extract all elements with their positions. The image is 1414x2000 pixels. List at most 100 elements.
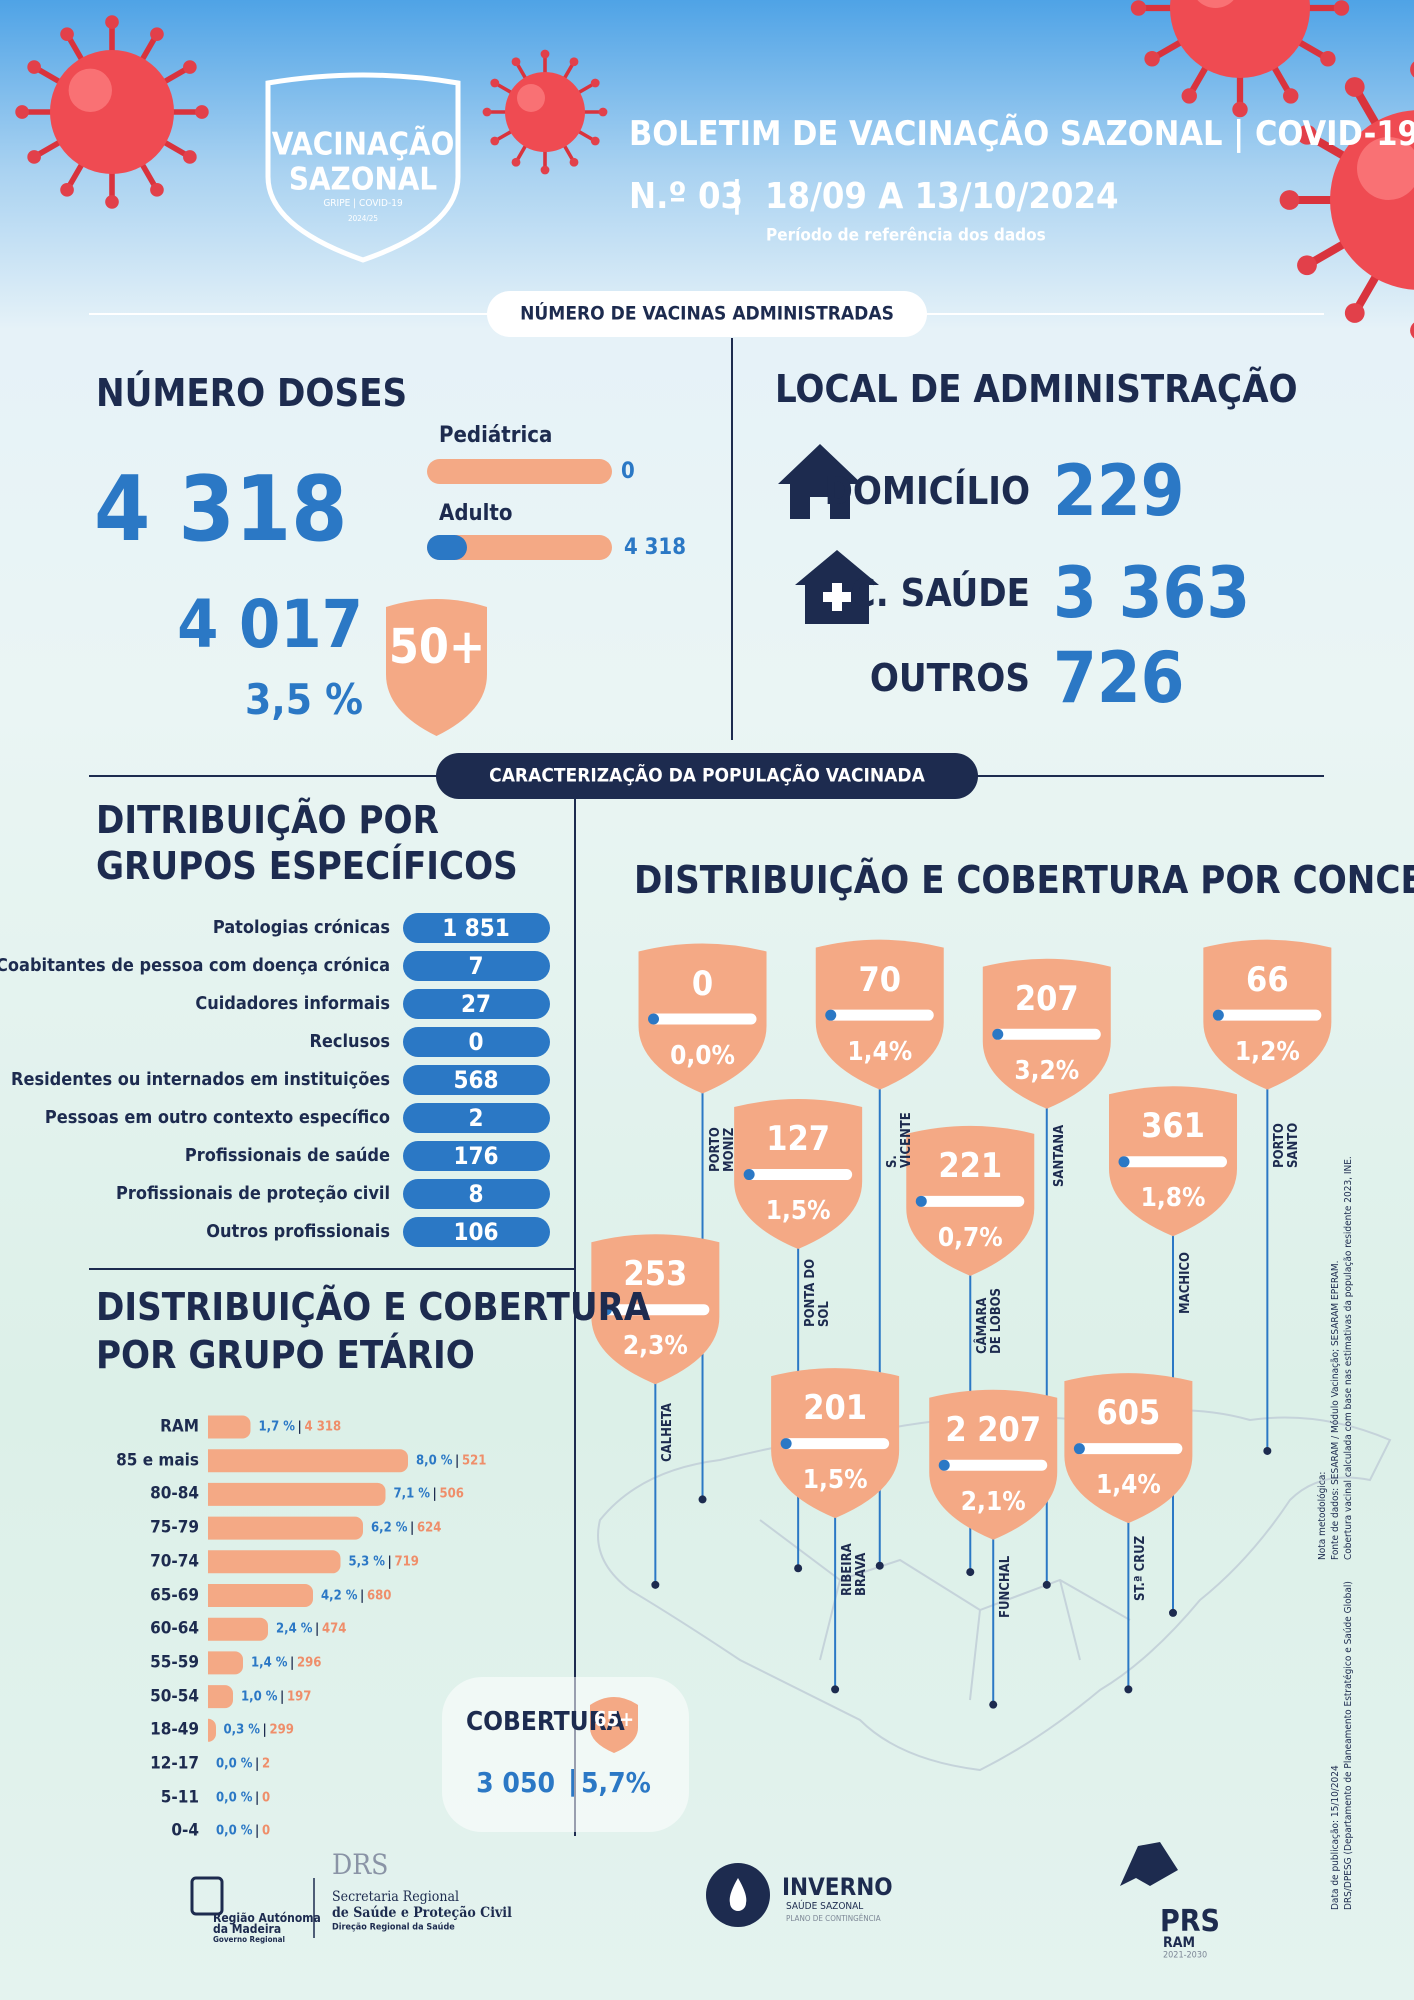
separator: | <box>290 1655 295 1671</box>
age-bar <box>208 1449 408 1473</box>
pin-bar <box>992 1028 1101 1040</box>
coverage-box <box>442 1677 689 1832</box>
virus-tip <box>598 107 608 117</box>
virus-tip <box>60 27 74 41</box>
note: Fonte de dados: SESARAM / Módulo Vacinaç… <box>1330 1260 1341 1560</box>
group-pill <box>403 1103 550 1133</box>
age-group: 70-74 <box>150 1551 199 1572</box>
age-group: 60-64 <box>150 1618 199 1639</box>
age-count: 719 <box>394 1554 419 1570</box>
bar-label: Adulto <box>439 501 513 526</box>
age-coverage: 1,7 % <box>258 1419 296 1435</box>
group-label: Pessoas em outro contexto específico <box>44 1107 390 1128</box>
virus-tip <box>1232 101 1248 118</box>
virus-tip <box>150 27 164 41</box>
adult-bar-fill <box>427 535 467 560</box>
age-bar <box>208 1617 268 1641</box>
pin-dot <box>1263 1446 1272 1455</box>
age-group: 65-69 <box>150 1585 199 1605</box>
separator: | <box>255 1756 260 1772</box>
virus-tip <box>1344 303 1365 323</box>
group-value: 27 <box>460 990 492 1018</box>
section-title: DITRIBUIÇÃO POR <box>96 798 439 842</box>
virus-shine <box>68 68 113 113</box>
location-label: OUTROS <box>869 656 1030 700</box>
virus-body <box>505 72 585 152</box>
bar-value: 4 318 <box>624 535 686 560</box>
age-count: 2 <box>262 1756 271 1772</box>
separator: | <box>410 1520 415 1536</box>
virus-tip <box>482 107 492 117</box>
pin-bar <box>601 1304 710 1316</box>
municipality-doses: 361 <box>1141 1106 1205 1147</box>
section-title: DISTRIBUIÇÃO E COBERTURA POR CONCELHO <box>634 858 1414 902</box>
prs-years: 2021-2030 <box>1163 1950 1208 1961</box>
pin-bar-dot <box>600 1304 612 1316</box>
coverage-label: COBERTURA <box>466 1707 625 1737</box>
winter-title: INVERNO <box>782 1873 893 1901</box>
age-coverage: 5,3 % <box>348 1554 386 1570</box>
logo-line: VACINAÇÃO <box>271 126 455 163</box>
virus-tip <box>490 136 500 146</box>
municipality-coverage: 1,4% <box>1095 1470 1161 1501</box>
virus-tip <box>150 183 164 197</box>
age-group: 18-49 <box>150 1719 199 1740</box>
pin-bar-dot <box>992 1028 1004 1040</box>
age-coverage: 0,3 % <box>223 1722 261 1738</box>
municipality-name: CALHETA <box>660 1403 676 1463</box>
municipality-doses: 2 207 <box>945 1409 1042 1450</box>
pin-dot <box>651 1580 660 1589</box>
age-badge <box>386 599 487 736</box>
section-title: POR GRUPO ETÁRIO <box>96 1333 475 1377</box>
coverage-value: 3 050 <box>476 1766 555 1799</box>
age-group: 0-4 <box>171 1820 199 1841</box>
virus-tip <box>105 195 119 209</box>
virus-tip <box>1297 255 1317 276</box>
separator: | <box>315 1621 320 1637</box>
note: Cobertura vacinal calculada com base nas… <box>1343 1156 1354 1560</box>
separator: | <box>387 1554 392 1570</box>
municipality-coverage: 2,1% <box>960 1486 1026 1517</box>
virus-tip <box>105 15 119 29</box>
age-coverage: 2,4 % <box>276 1621 313 1637</box>
municipality-name: RIBEIRA BRAVA <box>840 1543 870 1597</box>
age-badge-text: 50+ <box>388 619 486 675</box>
age-count: 506 <box>439 1486 464 1502</box>
prs-title: PRS <box>1160 1904 1220 1939</box>
group-pill <box>403 1027 550 1057</box>
age-count: 197 <box>287 1689 312 1705</box>
logo-tag: GRIPE | COVID-19 <box>323 198 403 209</box>
pin-dot <box>698 1495 707 1504</box>
age-group: 55-59 <box>150 1652 199 1673</box>
separator: | <box>262 1722 267 1738</box>
age-count: 0 <box>262 1823 271 1839</box>
pin-bar <box>781 1438 890 1450</box>
banner <box>487 291 927 337</box>
virus-tip <box>1410 322 1414 339</box>
coverage-badge-text: 65+ <box>593 1707 635 1731</box>
prs-sub: RAM <box>1163 1935 1195 1951</box>
age-bar <box>208 1718 216 1742</box>
group-label: Profissionais de saúde <box>184 1145 390 1166</box>
municipality-name: S. VICENTE <box>884 1111 915 1168</box>
age-group: 12-17 <box>150 1753 199 1774</box>
bulletin-title: BOLETIM DE VACINAÇÃO SAZONAL | COVID-19 <box>629 114 1414 154</box>
pin-bar <box>1119 1156 1227 1168</box>
banner <box>436 753 978 799</box>
adult-bar <box>427 535 612 560</box>
age-count: 296 <box>297 1655 322 1671</box>
group-value: 7 <box>468 952 484 980</box>
pin-bar <box>939 1459 1048 1471</box>
municipality-coverage: 1,5% <box>765 1196 831 1227</box>
virus-tip <box>540 49 550 59</box>
virus-tip <box>590 78 600 88</box>
prs-logo <box>1120 1842 1178 1886</box>
age-coverage: 1,4 % <box>251 1655 288 1671</box>
issue: N.º 03 <box>629 176 744 217</box>
virus-tip <box>540 165 550 175</box>
note: DRS/DPESG (Departamento de Planeamento E… <box>1343 1581 1354 1910</box>
virus-tip <box>1297 124 1317 145</box>
age-group: 85 e mais <box>116 1450 199 1471</box>
pin-dot <box>1042 1580 1051 1589</box>
